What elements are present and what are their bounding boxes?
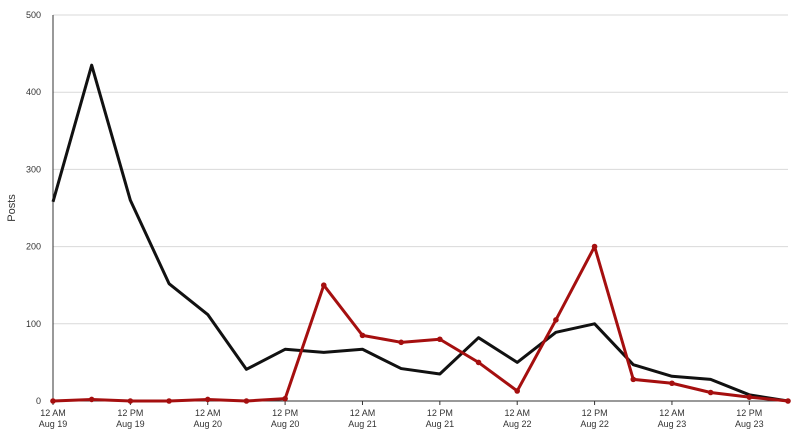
x-tick-label: 12 AM Aug 19 (39, 408, 68, 429)
x-tick-label-line: Aug 21 (348, 419, 377, 429)
x-tick-label: 12 PM Aug 21 (426, 408, 455, 429)
x-tick-label-line: 12 PM (582, 408, 608, 418)
x-tick-label-line: 12 PM (272, 408, 298, 418)
x-tick-label: 12 AM Aug 20 (193, 408, 222, 429)
x-tick-label-line: Aug 20 (193, 419, 222, 429)
point (127, 398, 134, 404)
point (553, 317, 559, 323)
x-tick-label-line: Aug 23 (735, 419, 764, 429)
point (475, 359, 482, 366)
point (204, 396, 211, 403)
x-tick-label-line: Aug 22 (503, 419, 532, 429)
point (398, 339, 404, 346)
point (746, 394, 753, 400)
x-tick-label-line: 12 PM (736, 408, 762, 418)
y-tick-label: 300 (26, 164, 41, 174)
point (282, 395, 288, 402)
x-tick-label-line: 12 AM (195, 408, 221, 418)
point (591, 243, 598, 250)
x-tick-label-line: Aug 20 (271, 419, 300, 429)
y-axis-label: Posts (6, 194, 18, 222)
x-tick-label-line: 12 PM (427, 408, 453, 418)
point (514, 388, 521, 394)
point (437, 336, 443, 343)
point (243, 398, 250, 404)
x-tick-label-line: Aug 19 (39, 419, 68, 429)
y-tick-label: 200 (26, 242, 41, 252)
point (359, 332, 366, 339)
point (630, 376, 637, 383)
point (669, 380, 675, 387)
point (50, 398, 56, 404)
y-tick-label: 0 (36, 396, 41, 406)
point (707, 389, 714, 396)
point (785, 398, 791, 404)
x-tick-label: 12 AM Aug 22 (503, 408, 532, 429)
x-tick-label: 12 PM Aug 23 (735, 408, 764, 429)
x-tick-label-line: 12 AM (504, 408, 530, 418)
y-tick-label: 100 (26, 319, 41, 329)
x-tick-label-line: Aug 22 (580, 419, 609, 429)
x-tick-label: 12 PM Aug 20 (271, 408, 300, 429)
point (320, 282, 327, 289)
x-tick-label-line: 12 AM (659, 408, 685, 418)
x-tick-label-line: Aug 19 (116, 419, 145, 429)
x-tick-label: 12 PM Aug 19 (116, 408, 145, 429)
series-line (51, 63, 789, 403)
point (88, 396, 95, 403)
x-tick-label-line: 12 PM (117, 408, 143, 418)
point (166, 398, 172, 404)
x-tick-label-line: Aug 21 (426, 419, 455, 429)
x-tick-label: 12 AM Aug 23 (658, 408, 687, 429)
x-tick-label-line: 12 AM (40, 408, 66, 418)
x-tick-label-line: Aug 23 (658, 419, 687, 429)
x-tick-label-line: 12 AM (350, 408, 376, 418)
x-tick-label: 12 AM Aug 21 (348, 408, 377, 429)
y-tick-label: 400 (26, 87, 41, 97)
x-tick-label: 12 PM Aug 22 (580, 408, 609, 429)
y-tick-label: 500 (26, 10, 41, 20)
series-line (52, 245, 789, 403)
